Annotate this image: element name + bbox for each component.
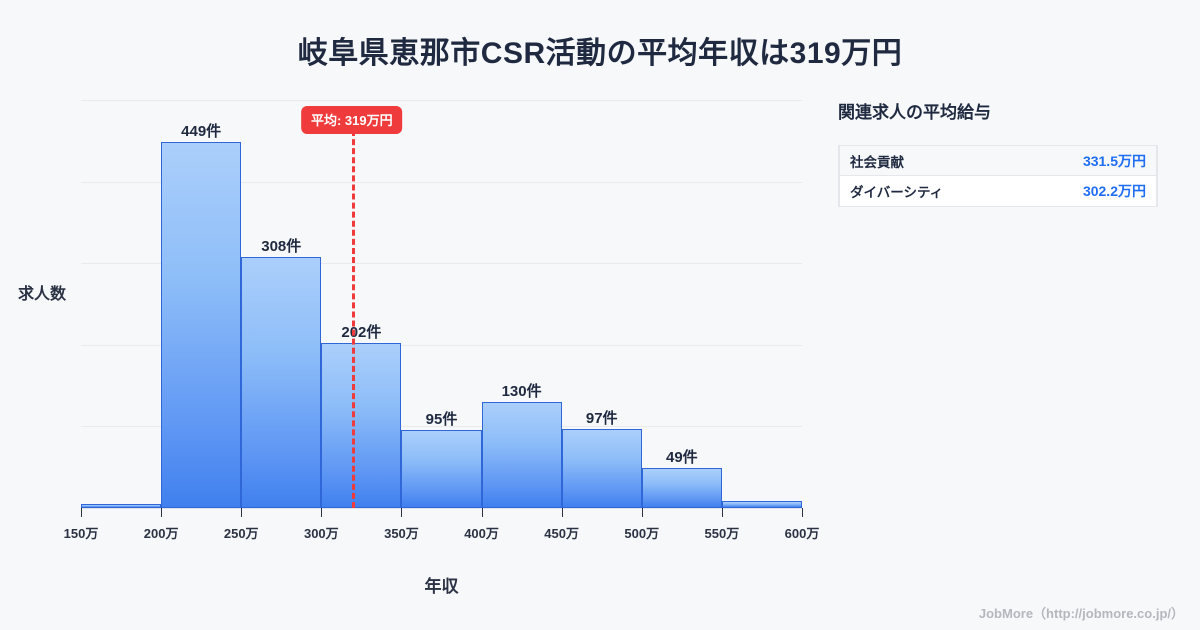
x-axis-tick: [241, 508, 243, 517]
related-salary-row: ダイバーシティ 302.2万円: [840, 176, 1156, 207]
bar-value-label: 202件: [341, 324, 382, 342]
x-axis-tick-label: 300万: [303, 526, 339, 541]
bar-value-label: 97件: [585, 409, 618, 427]
average-badge: 平均: 319万円: [300, 106, 403, 134]
x-axis-tick: [81, 508, 82, 517]
related-salary-value: 302.2万円: [1082, 183, 1146, 199]
gridline: [81, 181, 802, 183]
x-axis-tick-label: 500万: [624, 526, 660, 541]
x-axis-tick: [401, 508, 403, 517]
x-axis-tick: [161, 508, 163, 517]
x-axis-tick-label: 250万: [223, 526, 259, 541]
histogram-chart: 求人数 449件 308件 202件 95件 130件 97件 49件 150万 200万 25…: [18, 100, 820, 596]
bar: [81, 503, 162, 508]
x-axis-tick-label: 400万: [464, 526, 499, 541]
gridline: [81, 100, 802, 101]
y-axis-title: 求人数: [18, 286, 67, 303]
bar-value-label: 130件: [501, 382, 542, 400]
page-title: 岐阜県恵那市CSR活動の平均年収は319万円: [297, 37, 903, 70]
related-salary-table: 社会貢献 331.5万円ダイバーシティ 302.2万円: [838, 145, 1158, 207]
bar-value-label: 449件: [181, 122, 222, 140]
x-axis-tick: [802, 508, 803, 517]
gridline: [81, 344, 802, 346]
x-axis-tick: [561, 508, 563, 517]
bar-value-label: 95件: [425, 411, 458, 429]
bar: [481, 401, 562, 508]
related-salary-label: 社会貢献: [850, 154, 904, 170]
bar: [161, 141, 242, 508]
related-salary-label: ダイバーシティ: [850, 185, 944, 200]
x-axis-tick-label: 550万: [704, 526, 740, 541]
related-salary-row: 社会貢献 331.5万円: [840, 145, 1156, 176]
average-line: [351, 130, 355, 508]
bar-value-label: 308件: [261, 237, 302, 255]
bar: [641, 468, 722, 508]
related-salary-panel: 関連求人の平均給与 社会貢献 331.5万円ダイバーシティ 302.2万円: [838, 98, 1158, 207]
x-axis-tick-label: 350万: [384, 526, 419, 541]
x-axis-tick-label: 150万: [63, 526, 99, 541]
bar: [721, 500, 802, 508]
x-axis-baseline: [81, 508, 802, 509]
gridline: [81, 426, 802, 428]
bar: [321, 343, 402, 508]
x-axis-title: 年収: [424, 577, 459, 596]
related-salary-value: 331.5万円: [1082, 152, 1146, 169]
x-axis-tick: [321, 508, 323, 517]
x-axis-tick-label: 600万: [784, 526, 820, 541]
x-axis-tick: [481, 508, 483, 517]
bar: [241, 256, 322, 508]
x-axis-tick-label: 450万: [544, 526, 580, 541]
related-salary-title: 関連求人の平均給与: [838, 103, 991, 122]
bar-value-label: 49件: [665, 449, 698, 467]
bar: [401, 430, 482, 508]
footer-credit: JobMore（http://jobmore.co.jp/）: [978, 606, 1184, 621]
bar: [561, 428, 642, 508]
gridline: [81, 263, 802, 265]
x-axis-tick: [641, 508, 643, 517]
x-axis-tick-label: 200万: [143, 526, 179, 541]
x-axis-tick: [721, 508, 723, 517]
